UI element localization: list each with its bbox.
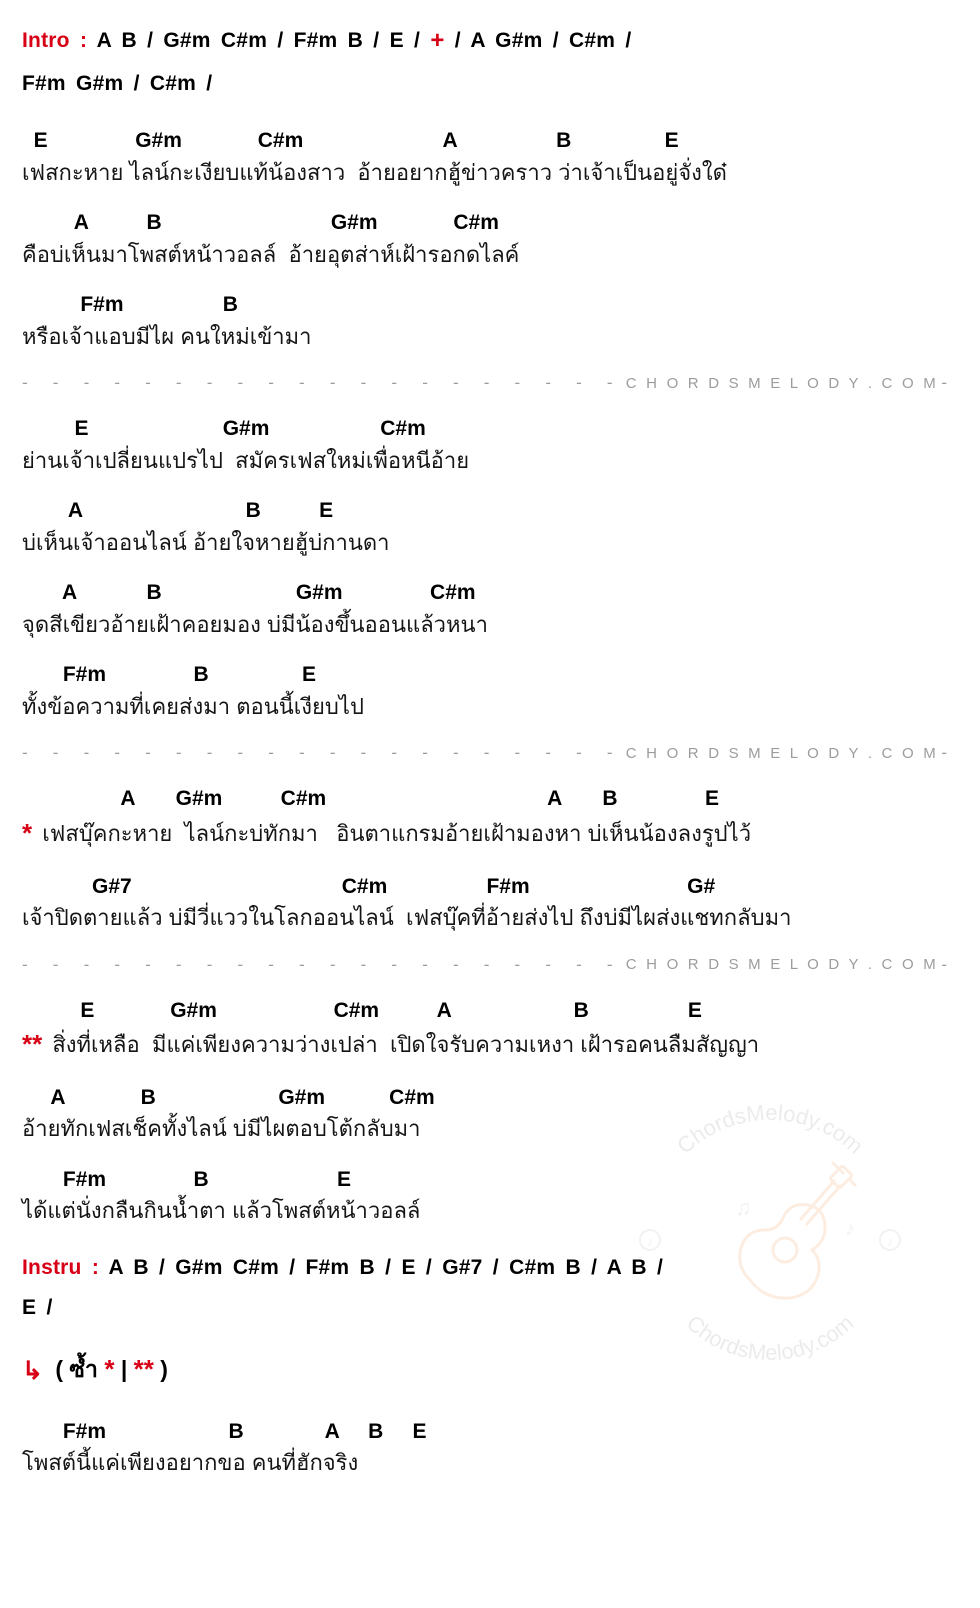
star-marker-icon: ** [134,1354,154,1384]
chord-row: A B G#m C#m [22,579,958,606]
divider-dashes-right: - - - - - - - - - - - - - - - - - - - - [941,955,958,975]
instru-line2: E / [22,1296,53,1319]
lyric-row: * เฟสบุ๊คกะหาย ไลน์กะบ่ทักมา อินตาแกรมอ้… [22,816,958,851]
lyric-row: จุดสีเขียวอ้ายเฝ้าคอยมอง บ่มีน้องขึ้นออน… [22,610,958,640]
repeat-arrow-icon: ↳ [22,1356,43,1386]
chord-row: A G#m C#m A B E [22,785,958,812]
lyric-row: ทั้งข้อความที่เคยส่งมา ตอนนี้เงียบไป [22,692,958,722]
divider-text: C H O R D S M E L O D Y . C O M [626,956,939,973]
repeat-open: ( ซ้ำ [49,1356,104,1382]
lyric-row: อ้ายทักเฟสเช็คทั้งไลน์ บ่มีไผตอบโต้กลับม… [22,1114,958,1144]
intro-block: Intro : A B / G#m C#m / F#m B / E / + / … [22,18,958,103]
star-marker-icon: * [104,1354,114,1384]
chord-row: G#7 C#m F#m G# [22,873,958,900]
svg-text:♪: ♪ [647,1234,654,1249]
star-marker-icon: * [22,818,32,848]
intro-plus-icon: + [430,27,444,54]
chord-row: A B G#m C#m [22,1084,958,1111]
divider-dashes-left: - - - - - - - - - - - - - - - - - - - - [22,743,623,763]
verse1: E G#m C#m A B E เฟสกะหาย ไลน์กะเงียบแท้น… [22,127,958,351]
lyric-text: สิ่งที่เหลือ มีแค่เพียงความว่างเปล่า เปิ… [46,1032,759,1057]
chord-row: E G#m C#m A B E [22,127,958,154]
divider-text: C H O R D S M E L O D Y . C O M [626,745,939,762]
repeat-block: ↳ ( ซ้ำ * | ** ) [22,1352,958,1388]
chord-row: F#m B [22,291,958,318]
section-divider: - - - - - - - - - - - - - - - - - - - - … [22,373,958,393]
chord-row: E G#m C#m A B E [22,997,958,1024]
divider-text: C H O R D S M E L O D Y . C O M [626,375,939,392]
lyric-row: ได้แต่นั่งกลืนกินน้ำตา แล้วโพสต์หน้าวอลล… [22,1196,958,1226]
divider-dashes-right: - - - - - - - - - - - - - - - - - - - - [941,743,958,763]
outro: F#m B A B E โพสต์นี้แค่เพียงอยากขอ คนที่… [22,1418,958,1478]
divider-dashes-left: - - - - - - - - - - - - - - - - - - - - [22,955,623,975]
lyric-row: คือบ่เห็นมาโพสต์หน้าวอลล์ อ้ายอุตส่าห์เฝ… [22,240,958,270]
repeat-close: ) [154,1356,168,1382]
chord-row: F#m B E [22,661,958,688]
instru-block: Instru : A B / G#m C#m / F#m B / E / G#7… [22,1248,958,1328]
lyric-row: โพสต์นี้แค่เพียงอยากขอ คนที่ฮักจริง [22,1448,958,1478]
lyric-row: เจ้าปิดตายแล้ว บ่มีวี่แววในโลกออนไลน์ เฟ… [22,903,958,933]
intro-label: Intro : [22,29,87,52]
section-divider: - - - - - - - - - - - - - - - - - - - - … [22,955,958,975]
lyric-text: เฟสบุ๊คกะหาย ไลน์กะบ่ทักมา อินตาแกรมอ้าย… [36,821,751,846]
chord-row: A B G#m C#m [22,209,958,236]
intro-line2: F#m G#m / C#m / [22,72,212,95]
svg-text:♪: ♪ [887,1234,894,1249]
instru-line1: A B / G#m C#m / F#m B / E / G#7 / C#m B … [99,1256,663,1279]
divider-dashes-left: - - - - - - - - - - - - - - - - - - - - [22,373,623,393]
lyric-row: บ่เห็นเจ้าออนไลน์ อ้ายใจหายฮู้บ่กานดา [22,528,958,558]
intro-part2: / A G#m / C#m / [445,29,632,52]
intro-part1: A B / G#m C#m / F#m B / E / [87,29,430,52]
chord-row: E G#m C#m [22,415,958,442]
chorus2: E G#m C#m A B E ** สิ่งที่เหลือ มีแค่เพี… [22,997,958,1226]
chord-row: F#m B A B E [22,1418,958,1445]
lyric-row: ** สิ่งที่เหลือ มีแค่เพียงความว่างเปล่า … [22,1027,958,1062]
divider-dashes-right: - - - - - - - - - - - - - - - - - - - - [941,373,958,393]
lyric-row: หรือเจ้าแอบมีไผ คนใหม่เข้ามา [22,322,958,352]
chorus1: A G#m C#m A B E * เฟสบุ๊คกะหาย ไลน์กะบ่ท… [22,785,958,932]
section-divider: - - - - - - - - - - - - - - - - - - - - … [22,743,958,763]
instru-label: Instru : [22,1256,99,1279]
lyric-row: ย่านเจ้าเปลี่ยนแปรไป สมัครเฟสใหม่เพื่อหน… [22,446,958,476]
star-marker-icon: ** [22,1029,42,1059]
chord-row: F#m B E [22,1166,958,1193]
verse2: E G#m C#m ย่านเจ้าเปลี่ยนแปรไป สมัครเฟสใ… [22,415,958,721]
lyric-row: เฟสกะหาย ไลน์กะเงียบแท้น้องสาว อ้ายอยากฮ… [22,158,958,188]
repeat-bar: | [114,1356,133,1382]
chord-row: A B E [22,497,958,524]
